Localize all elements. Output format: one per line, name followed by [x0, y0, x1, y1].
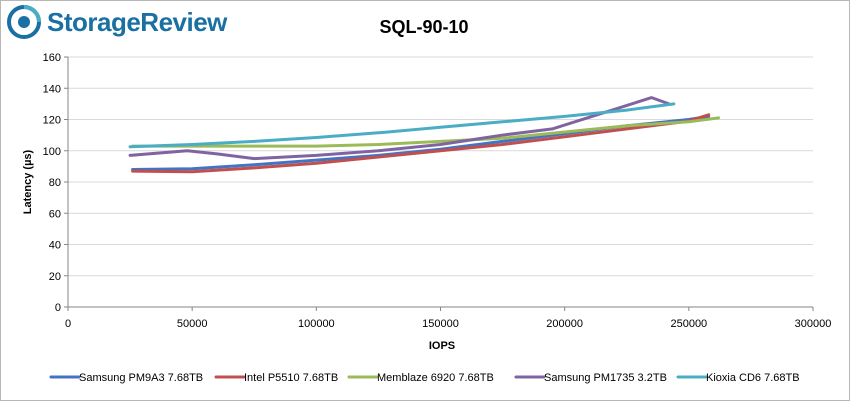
- series-line-3: [131, 116, 721, 148]
- x-tick-label: 150000: [422, 318, 459, 330]
- y-tick-label: 100: [43, 146, 61, 158]
- storagereview-logo-icon: [7, 5, 41, 39]
- x-tick-label: 50000: [177, 318, 208, 330]
- y-tick-label: 160: [43, 52, 61, 64]
- y-tick-label: 40: [49, 240, 61, 252]
- series-lines: [128, 96, 721, 174]
- x-tick-label: 300000: [795, 318, 832, 330]
- y-axis-title: Latency (µs): [22, 149, 34, 214]
- legend-entry-2: Intel P5510 7.68TB: [244, 372, 338, 384]
- series-line-4: [128, 96, 671, 161]
- y-tick-label: 20: [49, 271, 61, 283]
- series-line-2: [131, 113, 711, 174]
- y-tick-label: 0: [55, 302, 61, 314]
- chart-title: SQL-90-10: [379, 17, 468, 37]
- y-tick-label: 140: [43, 83, 61, 95]
- legend-entry-3: Memblaze 6920 7.68TB: [377, 372, 494, 384]
- brand-name: StorageReview: [47, 7, 227, 37]
- x-axis-title: IOPS: [429, 340, 455, 352]
- y-tick-label: 60: [49, 208, 61, 220]
- brand-logo[interactable]: StorageReview: [7, 5, 237, 41]
- legend: Samsung PM9A3 7.68TB Intel P5510 7.68TB Me…: [49, 372, 800, 384]
- x-tick-label: 250000: [670, 318, 707, 330]
- legend-entry-4: Samsung PM1735 3.2TB: [544, 372, 667, 384]
- series-line-5: [128, 102, 676, 149]
- grid-lines: [68, 56, 813, 277]
- x-tick-label: 200000: [546, 318, 583, 330]
- x-tick-label: 0: [65, 318, 71, 330]
- y-tick-label: 120: [43, 115, 61, 127]
- axes: [64, 56, 814, 311]
- legend-entry-5: Kioxia CD6 7.68TB: [706, 372, 800, 384]
- tick-labels: 0 20 40 60 80 100 120 140 160 0 50000 100000 150000 2…: [43, 52, 832, 330]
- legend-entry-1: Samsung PM9A3 7.68TB: [79, 372, 203, 384]
- y-tick-label: 80: [49, 177, 61, 189]
- x-tick-label: 100000: [298, 318, 335, 330]
